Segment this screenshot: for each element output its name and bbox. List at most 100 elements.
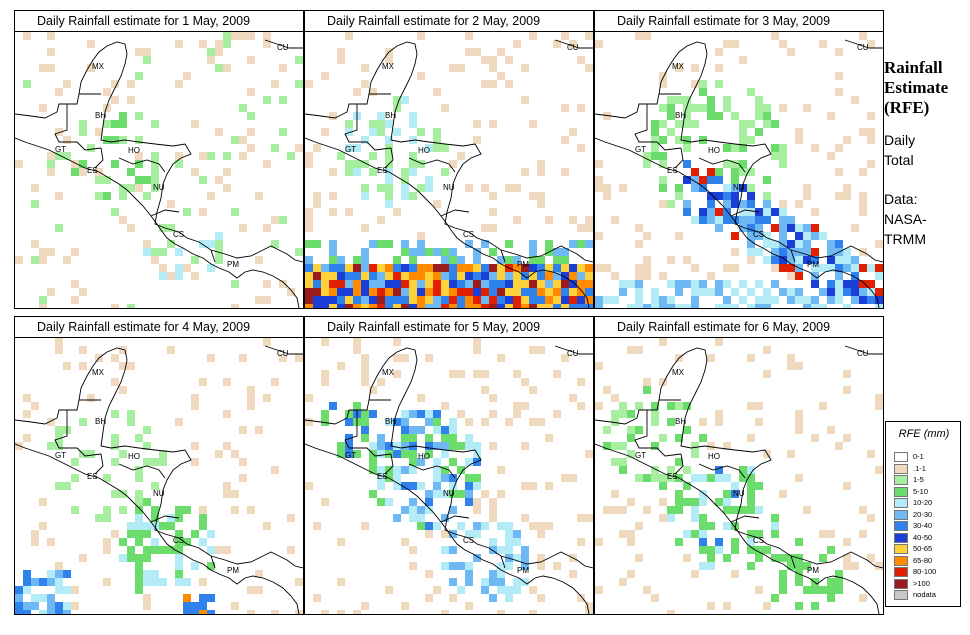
rain-cell (449, 594, 457, 602)
rain-cell (569, 474, 577, 482)
rain-cell (223, 168, 231, 176)
rain-cell (513, 554, 521, 562)
rain-cell (143, 458, 151, 466)
rain-cell (401, 264, 409, 272)
rain-cell (611, 394, 619, 402)
rain-cell (497, 296, 505, 304)
rain-cell (747, 506, 755, 514)
rain-cell (651, 296, 659, 304)
rain-cell (659, 104, 667, 112)
rain-cell (577, 304, 585, 308)
rain-cell (329, 112, 337, 120)
rain-cell (553, 40, 561, 48)
rain-cell (441, 256, 449, 264)
rain-cell (337, 578, 345, 586)
rain-cell (635, 296, 643, 304)
rain-cell (553, 272, 561, 280)
legend-label: >100 (913, 578, 930, 588)
rain-cell (271, 466, 279, 474)
rain-cell (425, 434, 433, 442)
rain-cell (843, 192, 851, 200)
rain-cell (87, 40, 95, 48)
rain-cell (401, 192, 409, 200)
rain-cell (787, 562, 795, 570)
rain-cell (505, 288, 513, 296)
rain-cell (353, 88, 361, 96)
rain-cell (457, 152, 465, 160)
rain-cell (255, 426, 263, 434)
rain-cell (183, 208, 191, 216)
rain-cell (239, 136, 247, 144)
rain-cell (553, 370, 561, 378)
rain-cell (619, 184, 627, 192)
rain-cell (369, 152, 377, 160)
rain-cell (739, 144, 747, 152)
rain-cell (159, 458, 167, 466)
rain-cell (127, 554, 135, 562)
rain-cell (691, 216, 699, 224)
rain-cell (425, 530, 433, 538)
rain-cell (843, 538, 851, 546)
rain-cell (795, 562, 803, 570)
rain-cell (377, 272, 385, 280)
border-line (698, 157, 746, 173)
border-line (595, 443, 880, 614)
rain-cell (715, 192, 723, 200)
rain-cell (659, 296, 667, 304)
rain-cell (763, 296, 771, 304)
rain-cell (457, 370, 465, 378)
rain-cell (715, 546, 723, 554)
rain-cell (369, 410, 377, 418)
rain-cell (143, 546, 151, 554)
rain-cell (393, 442, 401, 450)
rain-cell (55, 338, 63, 346)
rain-cell (199, 506, 207, 514)
rain-cell (875, 240, 883, 248)
rain-cell (305, 208, 313, 216)
panel-title: Daily Rainfall estimate for 3 May, 2009 (594, 10, 884, 32)
rain-cell (513, 184, 521, 192)
rain-cell (643, 386, 651, 394)
rain-cell (827, 152, 835, 160)
rain-cell (619, 458, 627, 466)
rain-cell (627, 570, 635, 578)
rain-cell (473, 506, 481, 514)
rain-cell (79, 346, 87, 354)
country-label-cu: CU (277, 43, 289, 52)
border-line (15, 41, 303, 263)
rain-cell (393, 96, 401, 104)
rain-cell (851, 280, 859, 288)
legend-item: 1-5 (894, 475, 958, 486)
rain-cell (771, 554, 779, 562)
rain-cell (159, 578, 167, 586)
rain-cell (771, 248, 779, 256)
rain-cell (627, 450, 635, 458)
rain-cell (55, 346, 63, 354)
border-line (440, 515, 470, 523)
rain-cell (699, 176, 707, 184)
rain-cell (255, 192, 263, 200)
rain-cell (441, 530, 449, 538)
country-label-bh: BH (95, 111, 106, 120)
rain-cell (843, 386, 851, 394)
legend-label: 1-5 (913, 475, 924, 484)
rain-cell (223, 490, 231, 498)
rain-cell (151, 120, 159, 128)
rain-cell (441, 474, 449, 482)
rain-cell (401, 410, 409, 418)
rain-cell (47, 602, 55, 610)
rain-cell (417, 482, 425, 490)
rain-cell (843, 482, 851, 490)
rain-cell (255, 586, 263, 594)
rain-cell (103, 506, 111, 514)
rain-cell (827, 264, 835, 272)
border-line (305, 347, 593, 569)
rain-cell (329, 304, 337, 308)
border-line (595, 347, 883, 569)
rain-cell (611, 410, 619, 418)
rain-cell (159, 248, 167, 256)
rain-cell (811, 296, 819, 304)
rain-cell (279, 280, 287, 288)
rain-cell (287, 546, 295, 554)
rain-cell (255, 256, 263, 264)
